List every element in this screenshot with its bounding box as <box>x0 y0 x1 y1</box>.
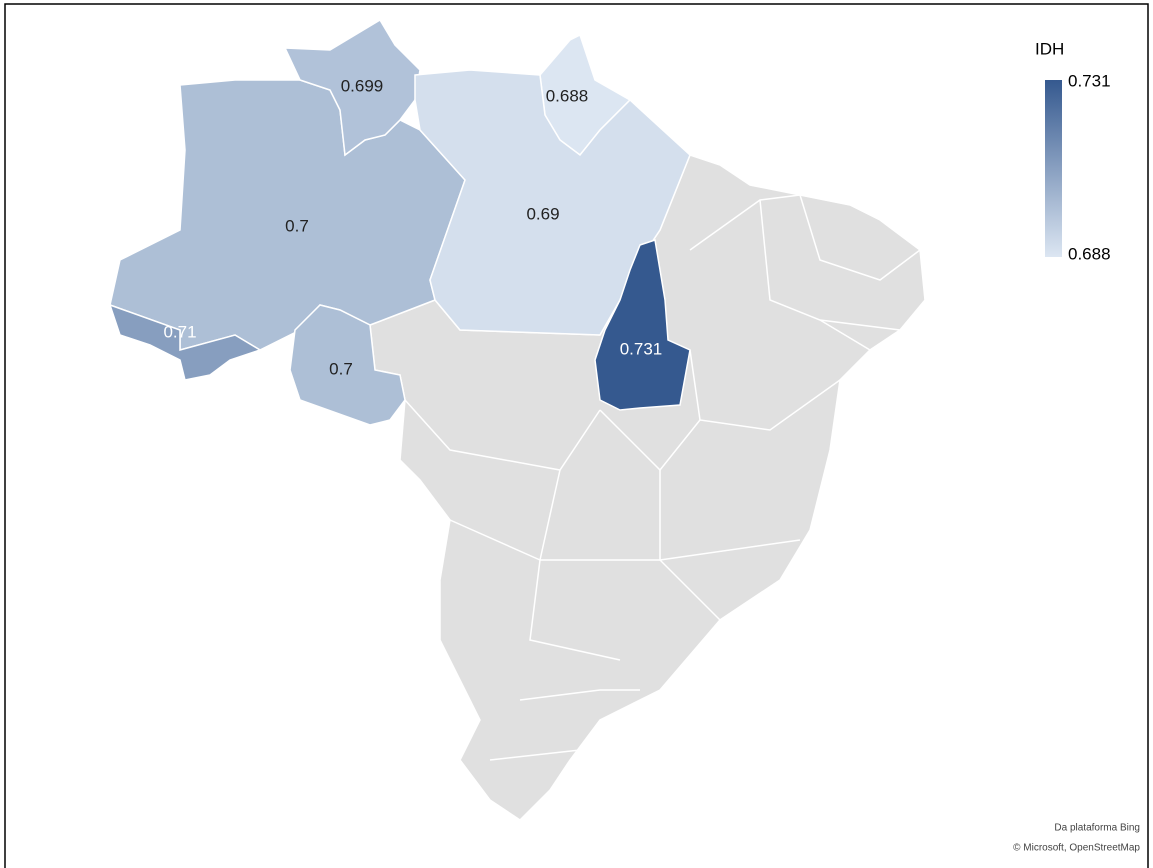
region <box>594 239 691 411</box>
region-label: 0.699 <box>341 76 384 95</box>
region-label: 0.69 <box>526 204 559 223</box>
attribution: © Microsoft, OpenStreetMap <box>1013 843 1140 854</box>
region-label: 0.7 <box>329 359 353 378</box>
region-label: 0.71 <box>163 322 196 341</box>
legend-title: IDH <box>1035 39 1064 58</box>
legend-gradient <box>1045 80 1062 257</box>
state-border <box>404 399 601 471</box>
regions: 0.7 0.699 0.688 0.69 0.71 0.7 0.731 <box>108 18 691 426</box>
state-border <box>519 689 640 701</box>
legend-max-label: 0.731 <box>1068 71 1111 90</box>
state-border <box>759 199 871 351</box>
region <box>108 303 262 381</box>
region <box>289 304 406 426</box>
state-border <box>489 749 581 761</box>
attribution: Da plataforma Bing <box>1054 823 1140 834</box>
legend-min-label: 0.688 <box>1068 244 1111 263</box>
region-label: 0.7 <box>285 216 309 235</box>
state-borders <box>404 194 921 761</box>
state-border <box>819 319 901 331</box>
state-border <box>540 539 801 561</box>
region-label: 0.731 <box>620 339 663 358</box>
state-border <box>529 559 621 661</box>
region-label: 0.688 <box>546 86 589 105</box>
state-border <box>689 349 841 431</box>
state-border <box>799 194 921 281</box>
region <box>283 18 421 157</box>
